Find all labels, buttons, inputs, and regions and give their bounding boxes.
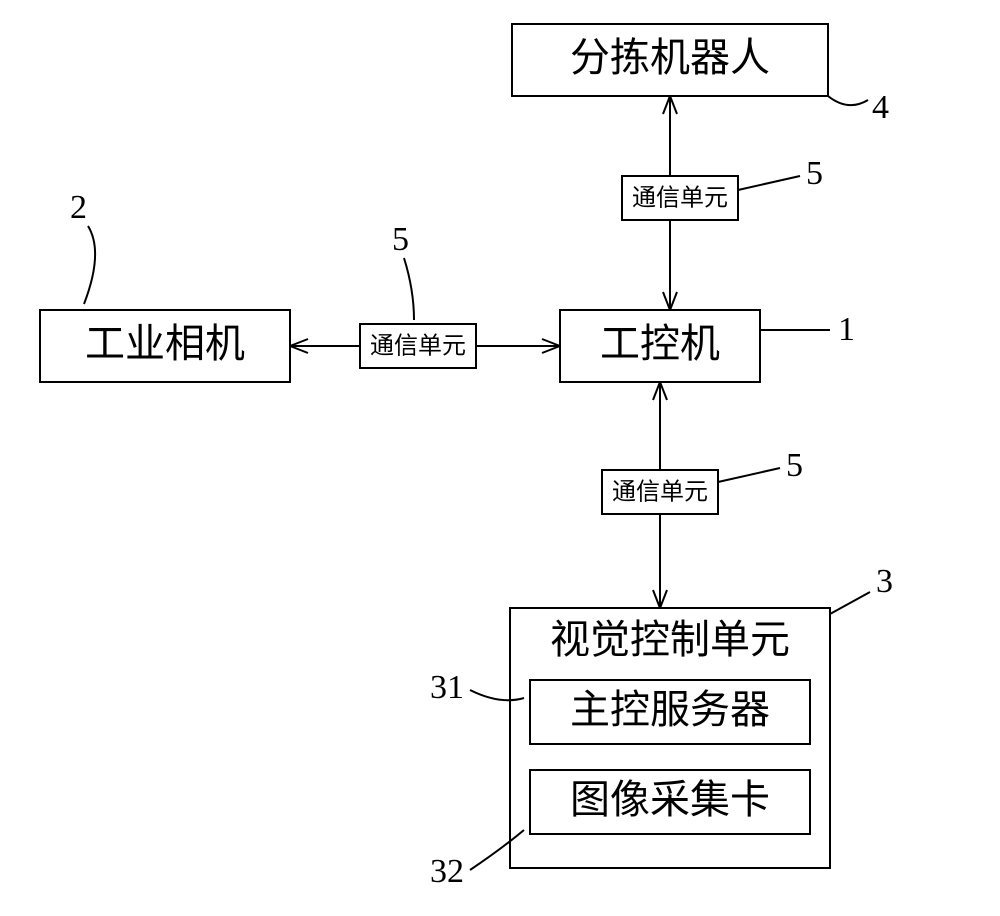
num-4: 4 bbox=[872, 89, 889, 126]
leader-5-top bbox=[738, 176, 800, 190]
num-1: 1 bbox=[838, 311, 855, 348]
comm-label-left: 通信单元 bbox=[370, 333, 466, 360]
leader-31 bbox=[470, 690, 524, 700]
num-5-bottom: 5 bbox=[786, 447, 803, 484]
leader-2 bbox=[84, 226, 95, 304]
comm-label-bottom: 通信单元 bbox=[612, 479, 708, 506]
num-2: 2 bbox=[70, 189, 87, 226]
label-industrial-camera: 工业相机 bbox=[85, 321, 245, 366]
label-ipc: 工控机 bbox=[600, 321, 720, 366]
leader-5-bottom bbox=[718, 468, 780, 482]
num-5-top: 5 bbox=[806, 155, 823, 192]
diagram-canvas: 分拣机器人 4 工业相机 2 工控机 1 视觉控制单元 3 主控服务器 31 图… bbox=[0, 0, 1000, 916]
leader-4 bbox=[828, 96, 868, 105]
num-3: 3 bbox=[876, 563, 893, 600]
label-main-server: 主控服务器 bbox=[570, 687, 770, 732]
label-capture-card: 图像采集卡 bbox=[570, 777, 770, 822]
leader-32 bbox=[470, 830, 524, 870]
leader-3 bbox=[830, 592, 870, 614]
label-vision-unit: 视觉控制单元 bbox=[550, 617, 790, 662]
num-5-left: 5 bbox=[392, 221, 409, 258]
leader-5-left bbox=[404, 258, 414, 320]
num-32: 32 bbox=[430, 853, 464, 890]
label-sorting-robot: 分拣机器人 bbox=[570, 35, 770, 80]
num-31: 31 bbox=[430, 669, 464, 706]
comm-label-top: 通信单元 bbox=[632, 185, 728, 212]
